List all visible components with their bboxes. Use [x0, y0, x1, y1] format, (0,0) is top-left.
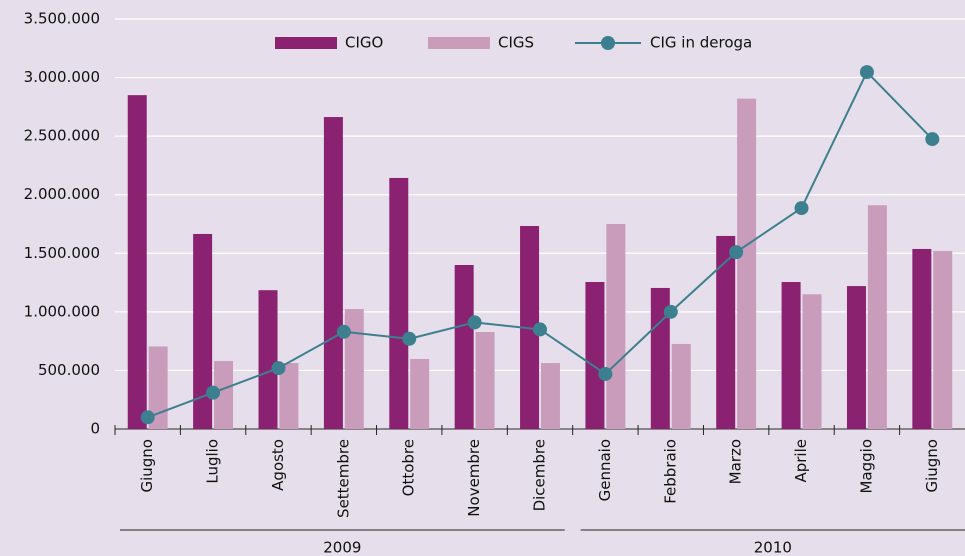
bar	[846, 286, 866, 429]
legend-label: CIGS	[498, 34, 534, 52]
bar	[127, 95, 147, 430]
bar	[475, 332, 495, 429]
bar	[716, 235, 736, 429]
x-tick-label: Dicembre	[531, 439, 549, 511]
bar	[454, 265, 474, 429]
bar	[193, 233, 213, 429]
bar	[148, 346, 168, 429]
x-tick-label: Giugno	[923, 439, 941, 493]
bar	[650, 287, 670, 429]
legend-label: CIG in deroga	[650, 34, 752, 52]
marker	[859, 65, 874, 80]
marker	[663, 304, 678, 319]
bar	[933, 250, 953, 429]
x-tick-label: Agosto	[269, 439, 287, 491]
marker	[271, 361, 286, 376]
marker	[467, 315, 482, 330]
bar	[671, 343, 691, 429]
x-tick-label: Settembre	[334, 439, 352, 518]
y-tick-label: 1.500.000	[24, 244, 100, 262]
bar	[781, 281, 801, 429]
x-tick-label: Marzo	[727, 439, 745, 484]
bar	[410, 358, 430, 429]
x-tick-label: Novembre	[465, 439, 483, 517]
x-tick-label: Maggio	[857, 439, 875, 494]
y-tick-label: 2.500.000	[24, 127, 100, 145]
y-tick-label: 500.000	[38, 361, 100, 379]
x-tick-label: Giugno	[138, 439, 156, 493]
x-tick-label: Aprile	[792, 439, 810, 483]
legend-swatch	[601, 36, 615, 50]
marker	[794, 201, 809, 216]
marker	[402, 331, 417, 346]
group-label: 2010	[754, 539, 792, 556]
legend-label: CIGO	[345, 34, 383, 52]
x-tick-label: Febbraio	[661, 439, 679, 504]
marker	[206, 385, 221, 400]
x-tick-label: Ottobre	[400, 439, 418, 496]
y-tick-label: 3.500.000	[24, 10, 100, 28]
x-tick-label: Gennaio	[596, 439, 614, 501]
bar	[867, 205, 887, 429]
y-tick-label: 0	[90, 420, 100, 438]
bar	[585, 281, 605, 429]
bar	[912, 248, 932, 429]
marker	[925, 132, 940, 147]
marker	[598, 366, 613, 381]
marker	[533, 322, 547, 337]
bar	[323, 117, 343, 429]
marker	[729, 245, 744, 260]
bar	[279, 363, 299, 429]
y-tick-label: 1.000.000	[24, 302, 100, 320]
y-tick-label: 3.000.000	[24, 68, 100, 86]
bar	[214, 361, 234, 429]
bar	[344, 309, 364, 429]
bar	[389, 177, 409, 429]
marker	[336, 324, 351, 339]
legend-swatch	[428, 37, 490, 49]
group-label: 2009	[323, 539, 361, 556]
bar	[737, 98, 757, 430]
bar	[802, 294, 822, 429]
legend-swatch	[275, 37, 337, 49]
bar	[606, 224, 626, 429]
marker	[140, 410, 155, 425]
bar	[258, 290, 278, 429]
y-tick-label: 2.000.000	[24, 185, 100, 203]
bar	[540, 363, 560, 429]
x-tick-label: Luglio	[204, 439, 222, 484]
